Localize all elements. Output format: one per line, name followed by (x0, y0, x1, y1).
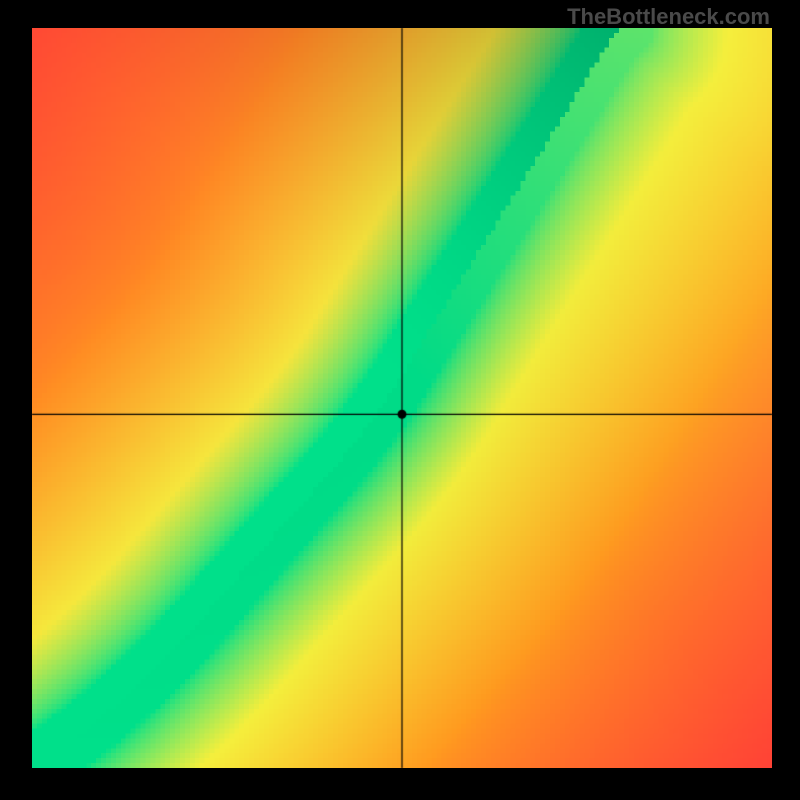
watermark-text: TheBottleneck.com (567, 4, 770, 30)
heatmap-canvas (32, 28, 772, 768)
chart-container: { "chart": { "type": "heatmap", "outer_w… (0, 0, 800, 800)
